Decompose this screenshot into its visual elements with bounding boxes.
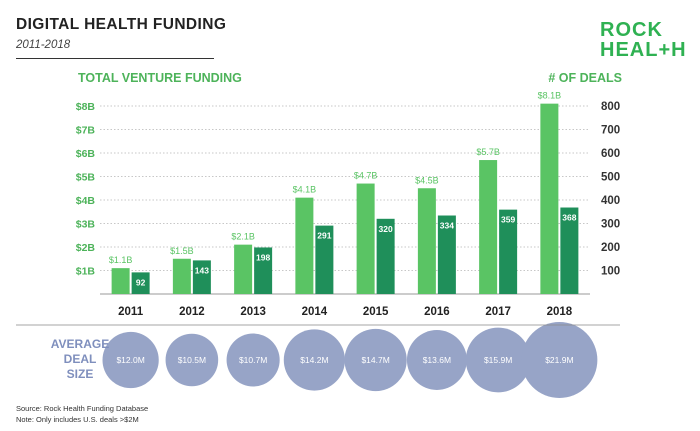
- funding-value-label: $1.1B: [109, 255, 133, 265]
- deals-bar: [560, 207, 579, 294]
- deal-size-label: $10.7M: [239, 355, 267, 365]
- source-note: Source: Rock Health Funding Database: [16, 404, 149, 413]
- deals-value-label: 359: [501, 215, 515, 225]
- left-axis-title: TOTAL VENTURE FUNDING: [78, 71, 242, 85]
- deals-bar: [131, 272, 150, 294]
- logo-line-2: HEAL+H: [600, 39, 687, 61]
- deals-value-label: 143: [195, 265, 209, 275]
- x-tick-label: 2012: [179, 306, 205, 318]
- left-tick-label: $7B: [76, 125, 96, 137]
- deals-bar: [437, 215, 456, 294]
- deals-bar: [499, 209, 518, 294]
- x-tick-label: 2011: [118, 306, 144, 318]
- title-divider: [16, 58, 214, 59]
- right-tick-label: 400: [601, 195, 620, 207]
- x-tick-label: 2013: [240, 306, 266, 318]
- deals-bar: [192, 260, 211, 294]
- deal-size-label: $21.9M: [545, 355, 573, 365]
- funding-value-label: $8.1B: [538, 91, 562, 101]
- deals-value-label: 334: [440, 221, 454, 231]
- left-tick-label: $1B: [76, 266, 96, 278]
- right-tick-label: 700: [601, 125, 620, 137]
- x-tick-label: 2017: [485, 306, 511, 318]
- chart-title: DIGITAL HEALTH FUNDING: [16, 16, 227, 33]
- funding-value-label: $4.5B: [415, 175, 439, 185]
- deals-bar: [254, 247, 273, 294]
- deal-size-label: $14.2M: [300, 355, 328, 365]
- right-tick-label: 600: [601, 148, 620, 160]
- left-tick-label: $6B: [76, 148, 96, 160]
- x-tick-label: 2014: [302, 306, 328, 318]
- deal-size-bubble: [344, 328, 407, 392]
- deal-size-bubble: [165, 333, 219, 387]
- funding-bar: [172, 258, 191, 294]
- funding-value-label: $4.7B: [354, 171, 378, 181]
- x-tick-label: 2018: [547, 306, 573, 318]
- deal-size-label: $13.6M: [423, 355, 451, 365]
- deals-value-label: 368: [562, 213, 576, 223]
- deal-size-label: $15.9M: [484, 355, 512, 365]
- funding-bar: [417, 188, 436, 294]
- deals-value-label: 291: [317, 231, 331, 241]
- x-tick-label: 2015: [363, 306, 389, 318]
- rock-health-logo: ROCK HEAL+H: [600, 20, 687, 60]
- deal-size-bubble: [102, 331, 159, 389]
- deal-size-bubble: [406, 330, 467, 390]
- funding-value-label: $1.5B: [170, 246, 194, 256]
- funding-bar: [479, 160, 498, 294]
- x-tick-label: 2016: [424, 306, 450, 318]
- left-tick-label: $8B: [76, 101, 96, 113]
- right-tick-label: 100: [601, 266, 620, 278]
- right-axis-title: # OF DEALS: [548, 71, 622, 85]
- left-tick-label: $4B: [76, 195, 96, 207]
- logo-line-1: ROCK: [600, 19, 663, 41]
- deal-note: Note: Only includes U.S. deals >$2M: [16, 415, 139, 424]
- right-tick-label: 300: [601, 219, 620, 231]
- deal-size-label: $10.5M: [178, 355, 206, 365]
- average-deal-size-label: SIZE: [67, 367, 94, 381]
- deal-size-label: $14.7M: [361, 355, 389, 365]
- funding-bar: [356, 183, 375, 294]
- deals-value-label: 198: [256, 252, 270, 262]
- deals-value-label: 92: [136, 277, 146, 287]
- funding-value-label: $4.1B: [293, 185, 317, 195]
- deal-size-label: $12.0M: [116, 355, 144, 365]
- left-tick-label: $5B: [76, 172, 96, 184]
- deal-size-bubble: [226, 333, 280, 387]
- deals-bar: [315, 225, 334, 294]
- deal-size-bubble: [465, 327, 531, 393]
- funding-value-label: $2.1B: [231, 232, 255, 242]
- left-tick-label: $3B: [76, 219, 96, 231]
- deal-size-bubble: [283, 329, 345, 391]
- funding-bar: [540, 103, 559, 295]
- right-tick-label: 200: [601, 242, 620, 254]
- left-tick-label: $2B: [76, 242, 96, 254]
- chart-subtitle: 2011-2018: [16, 39, 71, 51]
- funding-bar: [295, 197, 314, 294]
- right-tick-label: 800: [601, 101, 620, 113]
- funding-bar: [111, 268, 130, 294]
- average-deal-size-label: DEAL: [64, 352, 97, 366]
- funding-bar: [234, 244, 253, 294]
- funding-value-label: $5.7B: [476, 147, 500, 157]
- right-tick-label: 500: [601, 172, 620, 184]
- average-deal-size-label: AVERAGE: [51, 337, 109, 351]
- deal-size-bubble: [521, 322, 598, 398]
- deals-bar: [376, 218, 395, 294]
- deals-value-label: 320: [379, 224, 393, 234]
